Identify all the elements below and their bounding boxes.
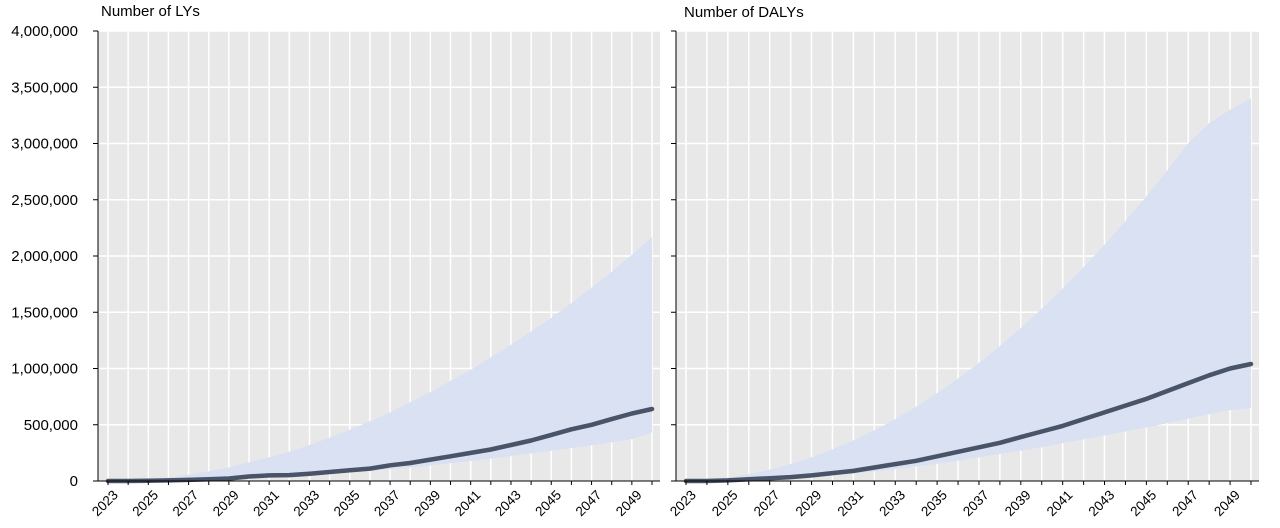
lys-x-tick-label: 2023: [89, 487, 121, 519]
dalys-central-line: [683, 361, 1254, 484]
lys-x-tick-label: 2045: [532, 487, 564, 519]
dalys-x-tick-label: 2039: [1002, 487, 1034, 519]
dalys-x-tick-label: 2043: [1086, 487, 1118, 519]
lys-central-line: [105, 406, 655, 484]
lys-x-tick-label: 2049: [613, 487, 645, 519]
y-tick-label: 2,500,000: [11, 192, 78, 209]
dalys-x-tick-label: 2031: [834, 487, 866, 519]
lys-x-tick-label: 2047: [573, 487, 605, 519]
lys-uncertainty-band: [108, 236, 652, 481]
dalys-x-tick-label: 2027: [751, 487, 783, 519]
lys-x-tick-label: 2043: [492, 487, 524, 519]
lys-x-tick-label: 2035: [331, 487, 363, 519]
y-tick-label: 3,500,000: [11, 79, 78, 96]
dalys-uncertainty-band: [686, 98, 1251, 481]
dalys-x-tick-label: 2037: [960, 487, 992, 519]
dalys-x-tick-label: 2025: [709, 487, 741, 519]
y-tick-label: 1,500,000: [11, 304, 78, 321]
y-tick-label: 2,000,000: [11, 248, 78, 265]
y-tick-label: 1,000,000: [11, 361, 78, 378]
lys-x-tick-label: 2031: [250, 487, 282, 519]
dalys-x-tick-label: 2023: [667, 487, 699, 519]
y-tick-label: 0: [70, 473, 78, 490]
lys-x-tick-label: 2025: [129, 487, 161, 519]
dalys-x-tick-label: 2035: [918, 487, 950, 519]
lys-x-tick-label: 2039: [411, 487, 443, 519]
dalys-x-tick-label: 2047: [1169, 487, 1201, 519]
dalys-x-tick-label: 2049: [1211, 487, 1243, 519]
lys-x-tick-label: 2033: [291, 487, 323, 519]
y-tick-label: 4,000,000: [11, 23, 78, 40]
lys-panel: 0 500,000 1,000,000 1,500,000 2,000,000 2,500…: [11, 3, 660, 519]
dalys-x-tick-label: 2045: [1127, 487, 1159, 519]
y-tick-label: 500,000: [24, 417, 78, 434]
lys-x-tick-label: 2041: [452, 487, 484, 519]
lys-panel-title: Number of LYs: [101, 3, 200, 20]
dalys-panel: 2023 2025 2027 2029 2031 2033 2035 2037 2039 2041…: [667, 4, 1259, 519]
y-tick-label: 3,000,000: [11, 136, 78, 153]
lys-x-tick-label: 2037: [371, 487, 403, 519]
lys-x-tick-label: 2027: [170, 487, 202, 519]
dalys-panel-title: Number of DALYs: [684, 4, 804, 21]
dalys-x-tick-label: 2041: [1044, 487, 1076, 519]
dalys-x-tick-label: 2033: [876, 487, 908, 519]
lys-x-tick-label: 2029: [210, 487, 242, 519]
dalys-x-tick-label: 2029: [793, 487, 825, 519]
